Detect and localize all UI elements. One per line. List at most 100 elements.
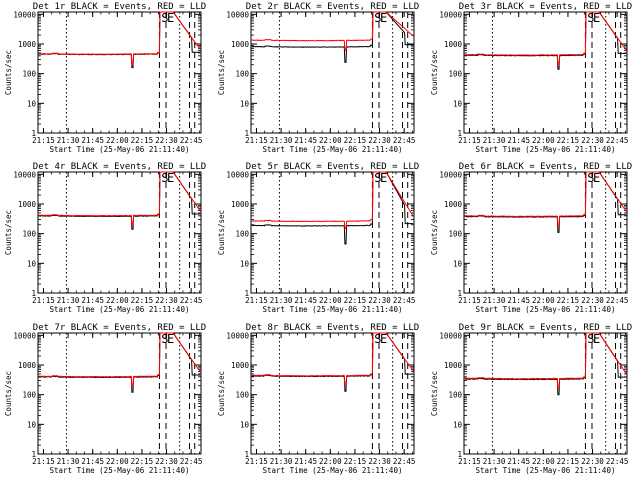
x-tick-label: 21:45 bbox=[294, 457, 317, 466]
lld-series-line bbox=[464, 11, 627, 66]
x-tick-label: 22:45 bbox=[393, 457, 416, 466]
x-tick-label: 21:45 bbox=[507, 296, 530, 305]
events-series-line bbox=[251, 332, 414, 392]
y-tick-label: 100 bbox=[448, 70, 462, 79]
events-series-line bbox=[251, 171, 414, 245]
y-tick-label: 10000 bbox=[226, 170, 249, 179]
x-tick-label: 21:15 bbox=[458, 136, 481, 145]
x-axis-label: Start Time (25-May-06 21:11:40) bbox=[50, 305, 190, 314]
x-tick-label: 22:30 bbox=[581, 457, 604, 466]
x-tick-label: 22:00 bbox=[532, 136, 555, 145]
saa-end-label: E bbox=[380, 11, 387, 25]
plot-frame bbox=[250, 171, 415, 294]
y-tick-label: 100 bbox=[448, 230, 462, 239]
x-tick-label: 22:15 bbox=[131, 136, 154, 145]
plot-frame bbox=[463, 11, 628, 134]
lld-series-line bbox=[464, 332, 627, 389]
lld-series-line bbox=[38, 171, 201, 226]
saa-start-label: S bbox=[161, 332, 168, 346]
x-tick-label: 21:45 bbox=[81, 457, 104, 466]
x-tick-label: 21:30 bbox=[483, 457, 506, 466]
y-tick-label: 10000 bbox=[439, 10, 462, 19]
saa-start-label: S bbox=[161, 11, 168, 25]
x-tick-label: 22:15 bbox=[344, 457, 367, 466]
events-series-line bbox=[38, 171, 201, 230]
x-axis-label: Start Time (25-May-06 21:11:40) bbox=[476, 145, 616, 154]
detector-panel-8: Det 8r BLACK = Events, RED = LLD 1 10 100 10… bbox=[217, 323, 419, 475]
y-axis-label: Counts/sec bbox=[430, 50, 439, 95]
saa-start-label: S bbox=[587, 332, 594, 346]
detector-panel-6: Det 6r BLACK = Events, RED = LLD 1 10 100 10… bbox=[430, 162, 632, 314]
saa-end-label: E bbox=[380, 171, 387, 185]
y-tick-label: 10000 bbox=[226, 10, 249, 19]
lld-series-line bbox=[251, 171, 414, 229]
y-tick-label: 100 bbox=[448, 391, 462, 400]
saa-end-label: E bbox=[167, 171, 174, 185]
x-tick-label: 22:45 bbox=[606, 457, 629, 466]
x-tick-label: 21:45 bbox=[294, 136, 317, 145]
x-tick-label: 21:15 bbox=[245, 457, 268, 466]
x-tick-label: 21:30 bbox=[483, 136, 506, 145]
panel-title: Det 9r BLACK = Events, RED = LLD bbox=[459, 323, 632, 333]
x-tick-label: 22:30 bbox=[581, 296, 604, 305]
saa-start-label: S bbox=[587, 11, 594, 25]
x-tick-label: 22:00 bbox=[532, 296, 555, 305]
x-tick-label: 22:00 bbox=[532, 457, 555, 466]
x-tick-label: 21:30 bbox=[57, 296, 80, 305]
y-tick-label: 10000 bbox=[439, 331, 462, 340]
x-tick-label: 21:15 bbox=[32, 457, 55, 466]
x-tick-label: 21:15 bbox=[245, 136, 268, 145]
y-tick-label: 10 bbox=[453, 259, 463, 268]
panel-title: Det 6r BLACK = Events, RED = LLD bbox=[459, 162, 632, 172]
panel-title: Det 3r BLACK = Events, RED = LLD bbox=[459, 2, 632, 12]
saa-start-label: S bbox=[374, 11, 381, 25]
panel-title: Det 5r BLACK = Events, RED = LLD bbox=[246, 162, 419, 172]
saa-end-label: E bbox=[167, 332, 174, 346]
y-tick-label: 100 bbox=[235, 391, 249, 400]
panel-title: Det 4r BLACK = Events, RED = LLD bbox=[33, 162, 206, 172]
detector-panel-5: Det 5r BLACK = Events, RED = LLD 1 10 100 10… bbox=[217, 162, 419, 314]
y-tick-label: 1000 bbox=[231, 200, 250, 209]
y-tick-label: 10 bbox=[27, 259, 37, 268]
events-series-line bbox=[38, 11, 201, 69]
y-tick-label: 10000 bbox=[439, 170, 462, 179]
panel-title: Det 2r BLACK = Events, RED = LLD bbox=[246, 2, 419, 12]
x-tick-label: 22:30 bbox=[155, 296, 178, 305]
x-tick-label: 22:30 bbox=[155, 136, 178, 145]
y-tick-label: 1 bbox=[244, 450, 249, 459]
lld-series-line bbox=[464, 171, 627, 227]
x-tick-label: 21:45 bbox=[81, 136, 104, 145]
detector-panel-4: Det 4r BLACK = Events, RED = LLD 1 10 100 10… bbox=[4, 162, 206, 314]
y-tick-label: 1 bbox=[244, 129, 249, 138]
x-tick-label: 22:15 bbox=[131, 457, 154, 466]
y-tick-label: 1 bbox=[31, 129, 36, 138]
y-tick-label: 100 bbox=[22, 70, 36, 79]
y-tick-label: 1000 bbox=[231, 361, 250, 370]
x-tick-label: 22:30 bbox=[155, 457, 178, 466]
y-tick-label: 10000 bbox=[13, 331, 36, 340]
y-tick-label: 1 bbox=[31, 289, 36, 298]
x-tick-label: 21:45 bbox=[507, 457, 530, 466]
y-tick-label: 10 bbox=[240, 259, 250, 268]
x-tick-label: 22:15 bbox=[557, 296, 580, 305]
y-tick-label: 1 bbox=[457, 289, 462, 298]
x-axis-label: Start Time (25-May-06 21:11:40) bbox=[263, 305, 403, 314]
x-tick-label: 21:45 bbox=[294, 296, 317, 305]
y-axis-label: Counts/sec bbox=[4, 50, 13, 95]
x-axis-label: Start Time (25-May-06 21:11:40) bbox=[476, 466, 616, 475]
y-tick-label: 1 bbox=[31, 450, 36, 459]
y-tick-label: 1000 bbox=[444, 361, 463, 370]
y-tick-label: 10 bbox=[27, 99, 37, 108]
x-axis-label: Start Time (25-May-06 21:11:40) bbox=[263, 145, 403, 154]
events-series-line bbox=[251, 11, 414, 63]
y-tick-label: 1000 bbox=[231, 40, 250, 49]
y-axis-label: Counts/sec bbox=[430, 210, 439, 255]
x-tick-label: 22:00 bbox=[106, 457, 129, 466]
saa-end-label: E bbox=[593, 11, 600, 25]
y-tick-label: 1 bbox=[457, 129, 462, 138]
x-tick-label: 22:45 bbox=[180, 457, 203, 466]
y-tick-label: 1000 bbox=[444, 40, 463, 49]
x-tick-label: 22:00 bbox=[106, 136, 129, 145]
lld-series-line bbox=[38, 332, 201, 387]
